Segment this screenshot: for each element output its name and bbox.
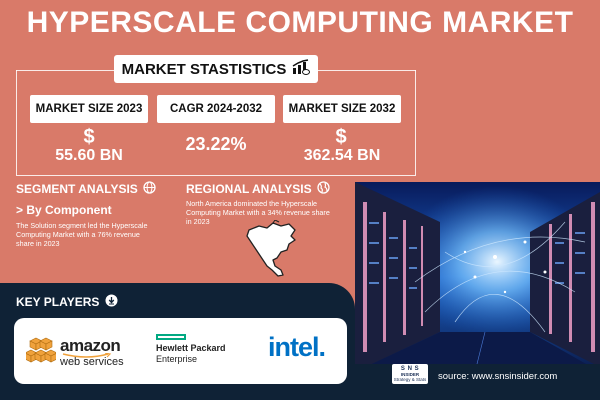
segment-text-line: The Solution segment led the Hyperscale (16, 221, 148, 230)
segment-text-line: Computing Market with a 76% revenue (16, 230, 140, 239)
segment-analysis-label: SEGMENT ANALYSIS (16, 182, 138, 196)
market-statistics-label: MARKET STASTISTICS (121, 60, 287, 78)
stat-value-cagr: 23.22% (185, 134, 247, 154)
source-text: source: www.snsinsider.com (438, 371, 558, 382)
stats-frame (16, 70, 416, 176)
hpe-line1: Hewlett Packard (156, 343, 226, 353)
stat-label-size-2032: MARKET SIZE 2032 (283, 95, 401, 123)
sns-logo-line3: Strategy & Stats (393, 377, 427, 382)
amazon-smile-icon (62, 353, 112, 358)
sns-insider-logo: S N S INSIDER Strategy & Stats (392, 364, 428, 384)
hpe-line2: Enterprise (156, 354, 198, 364)
regional-text-line: in 2023 (186, 217, 210, 226)
amazon-wordmark: amazon (60, 336, 121, 355)
market-statistics-badge: MARKET STASTISTICS (114, 55, 318, 83)
key-players-heading: KEY PLAYERS (16, 294, 118, 310)
regional-text-line: Computing Market with a 34% revenue shar… (186, 208, 330, 217)
amazon-web-services-logo: amazon web services (26, 332, 126, 372)
dollar-symbol-2023: $ (83, 126, 95, 148)
data-center-photo (355, 182, 600, 372)
segment-text: The Solution segment led the Hyperscale … (16, 221, 176, 248)
segment-subheading: > By Component (16, 203, 112, 217)
stat-value-size-2023: 55.60 BN (55, 147, 123, 164)
regional-text-line: North America dominated the Hyperscale (186, 199, 318, 208)
globe-icon (143, 181, 156, 197)
stat-label-cagr: CAGR 2024-2032 (157, 95, 275, 123)
logos-box: amazon web services Hewlett Packard Ente… (14, 318, 347, 384)
aws-cubes-icon (26, 337, 56, 363)
regional-analysis-heading: REGIONAL ANALYSIS (186, 181, 330, 197)
dollar-symbol-2032: $ (335, 126, 347, 148)
intel-logo: intel. (268, 332, 326, 362)
segment-analysis-heading: SEGMENT ANALYSIS (16, 181, 156, 197)
stats-frame-top-left (16, 70, 114, 71)
chart-icon (292, 59, 311, 79)
web-services-wordmark: web services (60, 356, 124, 368)
stat-value-size-2032: 362.54 BN (303, 147, 381, 164)
globe-icon (316, 181, 330, 197)
sns-logo-line2: INSIDER (400, 372, 420, 377)
segment-text-line: share in 2023 (16, 239, 60, 248)
hewlett-packard-enterprise-logo: Hewlett Packard Enterprise (156, 334, 246, 370)
north-america-map (245, 219, 301, 278)
key-players-label: KEY PLAYERS (16, 295, 100, 309)
regional-text: North America dominated the Hyperscale C… (186, 199, 356, 226)
sns-logo-line1: S N S (400, 366, 420, 372)
download-icon (105, 294, 118, 310)
stats-frame-top-right (318, 70, 416, 71)
regional-analysis-label: REGIONAL ANALYSIS (186, 182, 312, 196)
stat-label-size-2023: MARKET SIZE 2023 (30, 95, 148, 123)
hpe-green-bar (156, 334, 186, 340)
page-title: HYPERSCALE COMPUTING MARKET (26, 6, 574, 39)
